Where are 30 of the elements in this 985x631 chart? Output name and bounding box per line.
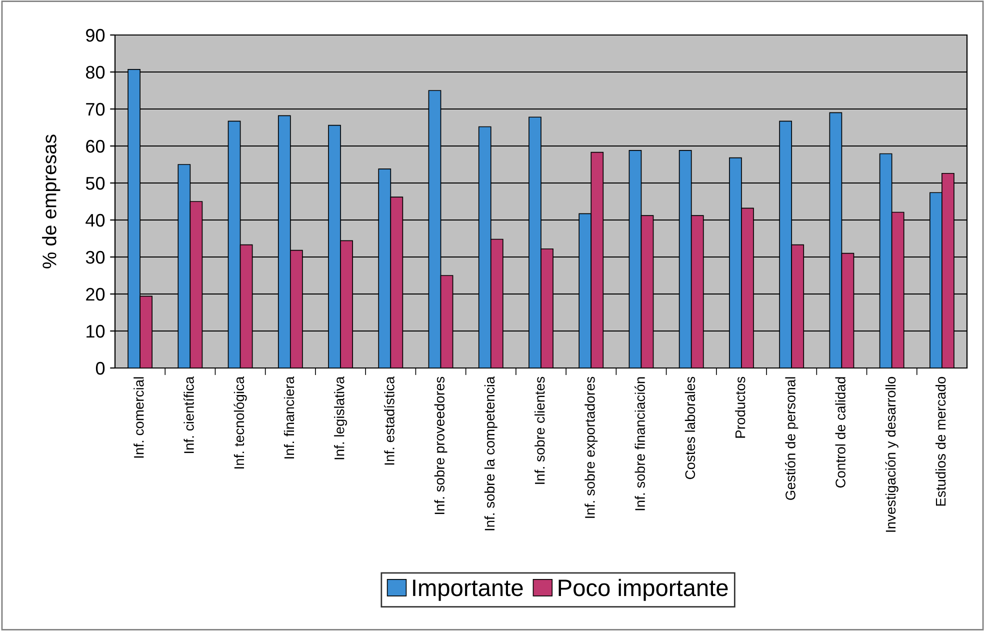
- x-tick-label: Inf. sobre financiación: [634, 377, 645, 510]
- y-tick-label: 40: [86, 214, 105, 227]
- legend-label: Importante: [413, 580, 523, 601]
- x-tick-label: Estudios de mercado: [935, 376, 946, 506]
- y-tick-label: 10: [86, 324, 105, 338]
- x-tick-label: Costes laborales: [684, 376, 696, 480]
- y-tick-label: 80: [86, 66, 105, 79]
- y-tick-label: 60: [86, 140, 105, 153]
- y-tick-label: 20: [86, 288, 105, 301]
- x-tick-label: Inf. sobre la competencia: [484, 376, 498, 530]
- y-tick-label: 30: [86, 250, 105, 264]
- y-tick-label: 50: [86, 176, 105, 190]
- x-tick-label: Productos: [734, 376, 746, 438]
- x-tick-label: Gestión de personal: [785, 377, 798, 500]
- y-tick-label: 70: [86, 102, 105, 116]
- x-tick-label: Control de calidad: [835, 377, 846, 488]
- x-tick-label: Inf. sobre exportadores: [584, 376, 598, 518]
- x-tick-label: Inf. científica: [184, 376, 194, 454]
- legend-label: Poco importante: [558, 578, 728, 601]
- x-tick-label: Inf. financiera: [284, 376, 294, 458]
- x-tick-label: Investigación y desarrollo: [885, 376, 898, 532]
- y-tick-label: 0: [96, 362, 105, 375]
- y-axis-title: % de empresas: [42, 134, 60, 268]
- x-tick-label: Inf. estadística: [384, 376, 394, 465]
- x-tick-label: Inf. sobre clientes: [534, 376, 545, 484]
- x-tick-label: Inf. tecnológica: [234, 376, 247, 468]
- x-tick-label: Inf. comercial: [134, 377, 144, 458]
- x-tick-label: Inf. legislativa: [334, 376, 348, 460]
- y-tick-label: 90: [86, 28, 105, 42]
- x-tick-label: Inf. sobre proveedores: [434, 376, 448, 514]
